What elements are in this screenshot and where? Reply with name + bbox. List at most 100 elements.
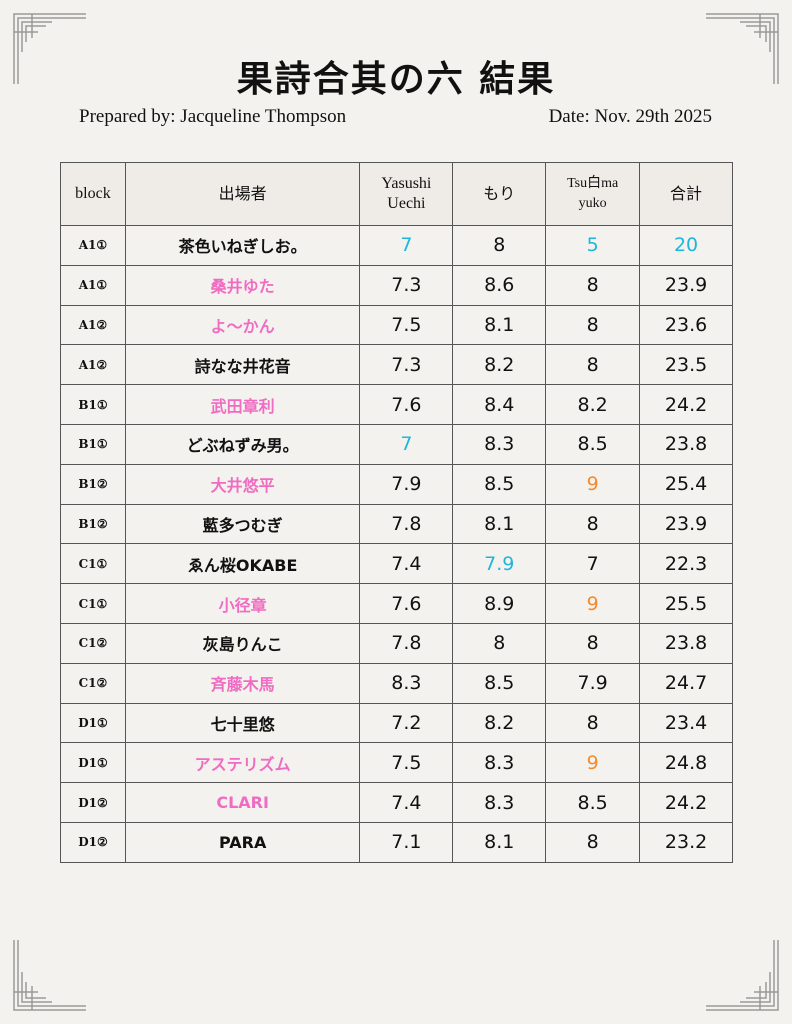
corner-ornament-icon [706, 12, 780, 86]
page-title: 果詩合其の六 結果 [236, 59, 556, 100]
block-cell: A1① [60, 264, 126, 306]
contestant-name: 小径章 [124, 583, 361, 624]
corner-ornament-icon [12, 12, 86, 86]
total-score: 23.9 [639, 503, 733, 545]
judge-1-score: 7.8 [359, 622, 454, 664]
judge-3-score: 8 [545, 702, 641, 744]
judge-2-score: 8.4 [452, 384, 547, 425]
judge-1-score: 7.4 [359, 543, 454, 585]
prepared-by: Prepared by: Jacqueline Thompson [79, 106, 347, 127]
table-row: B1① 武田章利 7.6 8.4 8.2 24.2 [60, 384, 733, 425]
judge-3-score: 8 [545, 821, 641, 863]
block-cell: D1② [60, 782, 126, 823]
judge-3-score: 9 [545, 463, 641, 505]
judge-3-score: 7.9 [545, 662, 641, 704]
judge-1-score: 7.9 [359, 463, 454, 505]
total-score: 23.9 [639, 264, 733, 306]
judge-3-score: 9 [545, 742, 641, 784]
block-cell: C1① [60, 583, 126, 624]
table-header-row: block 出場者 Yasushi Uechi もり Tsu白ma yuko 合… [60, 162, 733, 226]
contestant-name: どぶねずみ男。 [124, 423, 361, 465]
judge-2-score: 8.1 [452, 503, 547, 545]
judge-2-score: 8.2 [452, 344, 547, 386]
contestant-name: 斉藤木馬 [124, 662, 361, 704]
judge-2-score: 8.5 [452, 463, 547, 505]
judge-3-score: 8.5 [545, 782, 641, 823]
table-row: D1② PARA 7.1 8.1 8 23.2 [60, 821, 733, 863]
results-table: block 出場者 Yasushi Uechi もり Tsu白ma yuko 合… [60, 162, 733, 863]
block-cell: A1① [60, 225, 126, 266]
header-judge-3: Tsu白ma yuko [545, 162, 641, 226]
judge-3-score: 5 [545, 225, 641, 266]
judge-2-score: 8.3 [452, 782, 547, 823]
judge-1-score: 7.5 [359, 304, 454, 346]
total-score: 24.7 [639, 662, 733, 704]
table-row: C1① ゑん桜OKABE 7.4 7.9 7 22.3 [60, 543, 733, 585]
judge-2-score: 8 [452, 225, 547, 266]
header-block: block [60, 162, 126, 226]
block-cell: D1① [60, 702, 126, 744]
judge-3-score: 8 [545, 264, 641, 306]
table-row: D1① 七十里悠 7.2 8.2 8 23.4 [60, 702, 733, 744]
judge-2-score: 7.9 [452, 543, 547, 585]
contestant-name: 藍多つむぎ [124, 503, 361, 545]
contestant-name: 茶色いねぎしお。 [124, 225, 361, 266]
block-cell: A1② [60, 344, 126, 386]
contestant-name: よ〜かん [124, 304, 361, 346]
block-cell: C1② [60, 622, 126, 664]
total-score: 23.2 [639, 821, 733, 863]
total-score: 25.4 [639, 463, 733, 505]
date: Date: Nov. 29th 2025 [548, 106, 712, 127]
block-cell: B1② [60, 463, 126, 505]
judge-1-score: 7.5 [359, 742, 454, 784]
contestant-name: 七十里悠 [124, 702, 361, 744]
total-score: 23.6 [639, 304, 733, 346]
contestant-name: アステリズム [124, 742, 361, 784]
table-row: C1① 小径章 7.6 8.9 9 25.5 [60, 583, 733, 624]
contestant-name: PARA [124, 821, 361, 863]
block-cell: A1② [60, 304, 126, 346]
contestant-name: 武田章利 [124, 384, 361, 425]
table-row: B1① どぶねずみ男。 7 8.3 8.5 23.8 [60, 423, 733, 465]
judge-1-score: 8.3 [359, 662, 454, 704]
judge-2-score: 8.3 [452, 742, 547, 784]
judge-1-score: 7 [359, 225, 454, 266]
table-row: B1② 藍多つむぎ 7.8 8.1 8 23.9 [60, 503, 733, 545]
judge-1-score: 7.3 [359, 264, 454, 306]
total-score: 23.5 [639, 344, 733, 386]
judge-3-score: 8 [545, 622, 641, 664]
judge-3-score: 8 [545, 344, 641, 386]
total-score: 23.4 [639, 702, 733, 744]
judge-1-score: 7.3 [359, 344, 454, 386]
judge-2-score: 8.6 [452, 264, 547, 306]
total-score: 24.2 [639, 384, 733, 425]
judge-1-score: 7.6 [359, 384, 454, 425]
total-score: 24.8 [639, 742, 733, 784]
judge-3-score: 8 [545, 304, 641, 346]
judge-2-score: 8.5 [452, 662, 547, 704]
header-judge-2: もり [452, 162, 547, 226]
judge-1-score: 7.8 [359, 503, 454, 545]
judge-1-score: 7.2 [359, 702, 454, 744]
header-contestant: 出場者 [124, 162, 361, 226]
judge-2-score: 8.2 [452, 702, 547, 744]
contestant-name: ゑん桜OKABE [124, 543, 361, 585]
judge-3-score: 8 [545, 503, 641, 545]
judge-2-score: 8.3 [452, 423, 547, 465]
contestant-name: 詩なな井花音 [124, 344, 361, 386]
table-row: B1② 大井悠平 7.9 8.5 9 25.4 [60, 463, 733, 505]
total-score: 23.8 [639, 622, 733, 664]
total-score: 24.2 [639, 782, 733, 823]
table-row: D1① アステリズム 7.5 8.3 9 24.8 [60, 742, 733, 784]
judge-1-score: 7.4 [359, 782, 454, 823]
header-judge-1: Yasushi Uechi [359, 162, 454, 226]
table-row: A1② よ〜かん 7.5 8.1 8 23.6 [60, 304, 733, 346]
judge-3-score: 9 [545, 583, 641, 624]
judge-2-score: 8 [452, 622, 547, 664]
judge-2-score: 8.1 [452, 304, 547, 346]
block-cell: C1② [60, 662, 126, 704]
table-row: A1② 詩なな井花音 7.3 8.2 8 23.5 [60, 344, 733, 386]
contestant-name: 大井悠平 [124, 463, 361, 505]
total-score: 23.8 [639, 423, 733, 465]
contestant-name: 桑井ゆた [124, 264, 361, 306]
